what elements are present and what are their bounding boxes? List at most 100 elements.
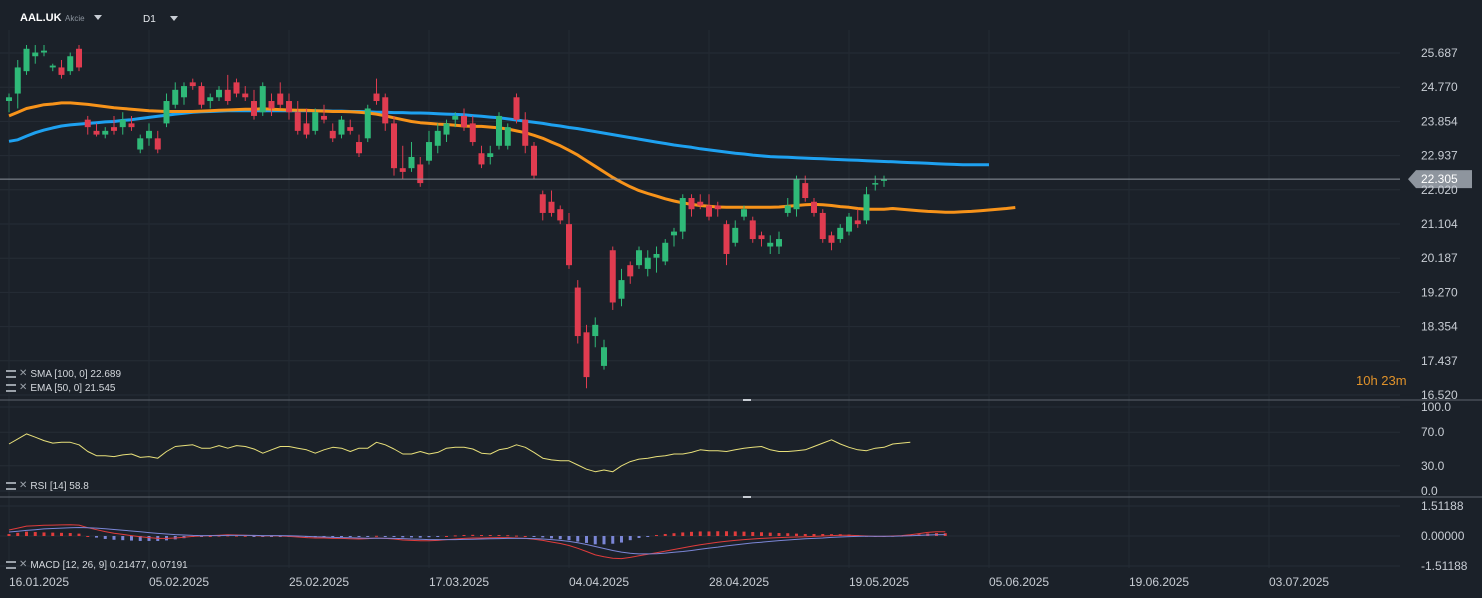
pane-resize-handle[interactable] xyxy=(743,496,751,498)
candle-body xyxy=(513,97,520,120)
candle-body xyxy=(277,93,284,105)
macd-histogram-bar xyxy=(226,535,230,537)
price-axis-label: 16.520 xyxy=(1421,388,1458,402)
macd-histogram-bar xyxy=(366,536,370,537)
candle-body xyxy=(819,212,826,240)
macd-histogram-bar xyxy=(655,535,658,537)
rsi-axis-label: 100.0 xyxy=(1421,400,1451,414)
macd-line xyxy=(8,524,946,560)
candle-body xyxy=(487,153,494,157)
candle-body xyxy=(741,209,747,217)
macd-histogram-bar xyxy=(812,534,816,536)
macd-histogram-bar xyxy=(217,535,221,537)
candle-body xyxy=(846,216,852,232)
macd-histogram-bar xyxy=(803,534,807,536)
macd-histogram-bar xyxy=(716,531,720,536)
candle-body xyxy=(697,201,704,206)
macd-histogram-bar xyxy=(672,533,676,536)
date-axis-label: 17.03.2025 xyxy=(429,575,489,589)
candle-body xyxy=(706,205,712,217)
sma-legend: ✕ SMA [100, 0] 22.689 xyxy=(6,368,121,380)
settings-icon[interactable] xyxy=(6,482,16,490)
macd-histogram-bar xyxy=(95,536,98,538)
macd-histogram-bar xyxy=(558,536,562,540)
candle-body xyxy=(347,127,354,131)
macd-histogram-bar xyxy=(567,536,571,541)
macd-histogram-bar xyxy=(208,536,212,537)
macd-histogram-bar xyxy=(77,533,81,536)
candle-body xyxy=(128,123,135,128)
macd-legend-label: MACD [12, 26, 9] 0.21477, 0.07191 xyxy=(30,559,188,571)
settings-icon[interactable] xyxy=(6,384,16,392)
macd-histogram-bar xyxy=(602,536,606,545)
candle-body xyxy=(863,194,870,221)
candle-body xyxy=(303,123,310,135)
candle-body xyxy=(557,209,564,221)
candle-body xyxy=(723,224,730,254)
candle-body xyxy=(426,142,432,161)
macd-histogram-bar xyxy=(646,536,650,537)
signal-line xyxy=(8,527,946,555)
macd-histogram-bar xyxy=(42,532,46,536)
candle-body xyxy=(382,97,389,124)
macd-histogram-bar xyxy=(725,531,728,536)
price-axis-label: 19.270 xyxy=(1421,285,1458,299)
candle-body xyxy=(837,227,844,240)
candle-body xyxy=(338,119,345,135)
macd-histogram-bar xyxy=(453,535,457,537)
candle-body xyxy=(583,332,590,378)
candle-body xyxy=(767,242,774,247)
close-icon[interactable]: ✕ xyxy=(19,480,28,491)
sma-legend-label: SMA [100, 0] 22.689 xyxy=(30,368,122,380)
candle-body xyxy=(216,89,222,98)
candle-body xyxy=(119,119,126,128)
macd-legend: ✕ MACD [12, 26, 9] 0.21477, 0.07191 xyxy=(6,559,188,571)
candle-body xyxy=(653,253,660,258)
symbol-dropdown-icon[interactable] xyxy=(94,15,102,20)
rsi-line xyxy=(8,433,911,473)
candle-body xyxy=(408,156,415,169)
candle-body xyxy=(251,101,257,116)
timeframe-label[interactable]: D1 xyxy=(143,14,156,25)
price-axis-label: 22.937 xyxy=(1421,149,1458,163)
candle-body xyxy=(478,153,485,165)
macd-histogram-bar xyxy=(821,534,825,536)
candle-body xyxy=(688,198,695,210)
symbol-label[interactable]: AAL.UK xyxy=(20,12,62,24)
candle-body xyxy=(399,168,406,172)
candle-body xyxy=(32,52,39,57)
macd-histogram-bar xyxy=(795,533,798,536)
candle-body xyxy=(84,119,91,128)
candle-body xyxy=(242,93,249,98)
rsi-legend-label: RSI [14] 58.8 xyxy=(30,480,89,492)
close-icon[interactable]: ✕ xyxy=(19,382,28,393)
price-axis-label: 24.770 xyxy=(1421,80,1458,94)
macd-histogram-bar xyxy=(585,536,588,543)
candle-body xyxy=(356,142,362,154)
candle-body xyxy=(732,227,739,243)
macd-histogram-bar xyxy=(497,535,501,537)
candle-body xyxy=(854,220,861,225)
macd-histogram-bar xyxy=(243,535,247,537)
close-icon[interactable]: ✕ xyxy=(19,368,28,379)
pane-resize-handle[interactable] xyxy=(743,399,751,401)
candle-body xyxy=(14,67,21,94)
candle-body xyxy=(172,89,179,105)
macd-histogram-bar xyxy=(436,536,440,537)
macd-histogram-bar xyxy=(550,536,553,539)
candle-body xyxy=(601,347,607,366)
candle-body xyxy=(189,82,196,87)
candle-body xyxy=(522,119,529,146)
candle-body xyxy=(496,115,502,146)
macd-histogram-bar xyxy=(348,536,352,537)
price-axis-label: 17.437 xyxy=(1421,354,1458,368)
macd-histogram-bar xyxy=(331,536,335,537)
candle-body xyxy=(592,324,599,337)
timeframe-dropdown-icon[interactable] xyxy=(170,16,178,21)
settings-icon[interactable] xyxy=(6,370,16,378)
close-icon[interactable]: ✕ xyxy=(19,559,28,570)
settings-icon[interactable] xyxy=(6,561,16,569)
price-axis-label: 23.854 xyxy=(1421,114,1458,128)
macd-histogram-bar xyxy=(60,532,63,536)
